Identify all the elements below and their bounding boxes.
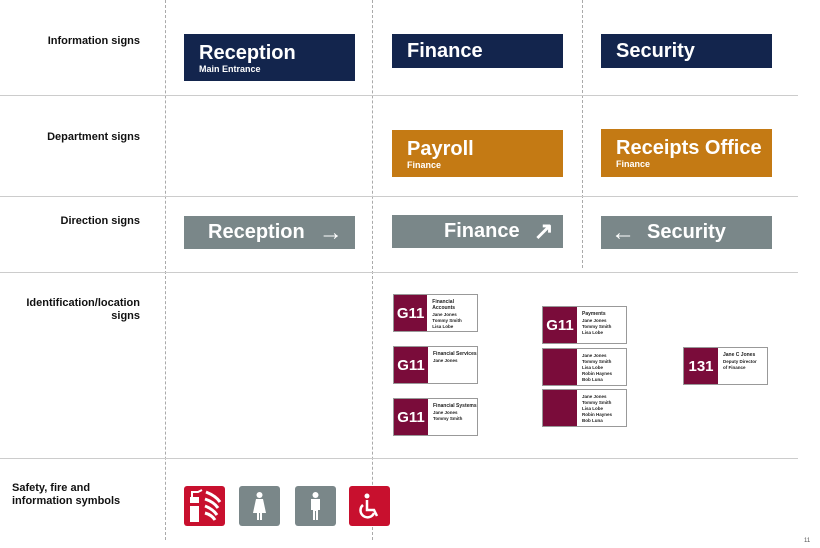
sign-info: Financial Systems Jane Jones Tommy Smith — [428, 399, 477, 435]
name-line: Jane Jones — [432, 312, 457, 317]
room-id-sign: Jane Jones Tommy Smith Lisa Lobe Robin Hayn… — [542, 389, 627, 427]
fire-extinguisher-icon — [184, 486, 225, 526]
sign-heading: Payments — [582, 311, 606, 317]
name-line: Bob Luna — [582, 377, 603, 382]
name-line: Robin Haynes — [582, 412, 613, 417]
direction-sign-security: ← Security — [601, 216, 772, 249]
info-sign-reception: Reception Main Entrance — [184, 34, 355, 81]
sign-info: Jane Jones Tommy Smith Lisa Lobe Robin Hayn… — [577, 390, 612, 426]
name-line: Tommy Smith — [582, 400, 612, 405]
sign-info: Payments Jane Jones Tommy Smith Lisa Lobe — [577, 307, 611, 343]
name-line: Jane Jones — [582, 318, 607, 323]
name-line: Robin Haynes — [582, 371, 613, 376]
room-number — [543, 349, 577, 385]
name-line: of Finance — [723, 365, 746, 370]
row-divider — [0, 196, 798, 197]
direction-sign-reception: Reception → — [184, 216, 355, 249]
name-line: Tommy Smith — [582, 359, 612, 364]
room-id-sign: G11 Payments Jane Jones Tommy Smith Lisa Lob… — [542, 306, 627, 344]
sign-info: Jane Jones Tommy Smith Lisa Lobe Robin Hayn… — [577, 349, 612, 385]
room-number: G11 — [394, 347, 428, 383]
name-line: Jane Jones — [433, 358, 458, 363]
room-id-sign: G11 Financial Systems Jane Jones Tommy Smit… — [393, 398, 478, 436]
name-line: Tommy Smith — [433, 416, 463, 421]
name-line: Jane Jones — [582, 394, 607, 399]
arrow-right-icon: → — [318, 218, 343, 246]
room-number: G11 — [394, 295, 428, 331]
room-number — [543, 390, 577, 426]
name-line: Tommy Smith — [432, 318, 462, 323]
column-divider — [582, 0, 583, 268]
sign-heading: Financial Systems — [433, 403, 477, 409]
arrow-left-icon: ← — [611, 218, 635, 246]
sign-info: Financial Accounts Jane Jones Tommy Smith L… — [427, 295, 477, 331]
sign-heading: Financial Accounts — [432, 299, 456, 311]
dept-sign-payroll: Payroll Finance — [392, 130, 563, 177]
wheelchair-icon — [349, 486, 390, 526]
name-line: Lisa Lobe — [582, 406, 604, 411]
room-number: G11 — [394, 399, 428, 435]
room-number: G11 — [543, 307, 577, 343]
name-line: Lisa Lobe — [582, 365, 604, 370]
row-label: Safety, fire and information symbols — [12, 482, 121, 507]
name-line: Jane Jones — [433, 410, 458, 415]
row-label: Department signs — [47, 131, 140, 143]
female-toilet-icon — [239, 486, 280, 526]
room-id-sign: 131 Jane C Jones Deputy Director of Finance — [683, 347, 768, 385]
name-line: Tommy Smith — [582, 324, 612, 329]
column-divider — [372, 0, 373, 540]
row-divider — [0, 272, 798, 273]
column-divider — [165, 0, 166, 540]
info-sign-finance: Finance — [392, 34, 563, 68]
row-label: Identification/location signs — [26, 297, 140, 322]
name-line: Jane Jones — [582, 353, 607, 358]
room-id-sign: Jane Jones Tommy Smith Lisa Lobe Robin Hayn… — [542, 348, 627, 386]
sign-info: Financial Services Jane Jones — [428, 347, 477, 383]
room-id-sign: G11 Financial Services Jane Jones — [393, 346, 478, 384]
direction-sign-finance: Finance ↗ — [392, 215, 563, 248]
name-line: Lisa Lobe — [432, 324, 454, 329]
row-label: Information signs — [47, 35, 140, 47]
sign-heading: Jane C Jones — [723, 352, 756, 358]
room-id-sign: G11 Financial Accounts Jane Jones Tommy Smi… — [393, 294, 478, 332]
dept-sign-receipts: Receipts Office Finance — [601, 129, 772, 177]
male-toilet-icon — [295, 486, 336, 526]
row-divider — [0, 95, 798, 96]
room-number: 131 — [684, 348, 718, 384]
sign-heading: Financial Services — [433, 351, 477, 357]
sign-info: Jane C Jones Deputy Director of Finance — [718, 348, 757, 384]
info-sign-security: Security — [601, 34, 772, 68]
row-divider — [0, 458, 798, 459]
page-number: 11 — [804, 538, 811, 544]
name-line: Deputy Director — [723, 359, 757, 364]
name-line: Bob Luna — [582, 418, 603, 423]
row-label: Direction signs — [60, 215, 140, 227]
arrow-up-right-icon: ↗ — [533, 218, 554, 245]
name-line: Lisa Lobe — [582, 330, 604, 335]
